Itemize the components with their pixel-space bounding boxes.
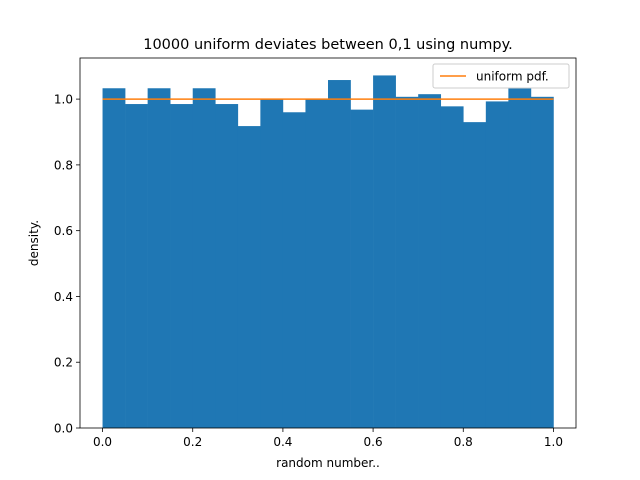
y-tick-label: 0.6 [54, 224, 73, 238]
histogram-bar [170, 104, 194, 429]
histogram-bar [192, 88, 216, 428]
y-axis-label: density. [27, 220, 41, 266]
histogram-bar [530, 96, 554, 428]
histogram-bar [282, 112, 306, 429]
histogram-bar [418, 94, 442, 428]
legend-label: uniform pdf. [476, 70, 549, 84]
histogram-bar [395, 96, 419, 428]
legend-frame [432, 63, 570, 89]
x-tick-label: 0.2 [183, 435, 202, 449]
y-tick-label: 0.2 [54, 356, 73, 370]
y-ticks-group: 0.0 0.2 0.4 0.6 0.8 1.0 [54, 93, 80, 436]
histogram-bar [147, 88, 171, 428]
histogram-bar [215, 104, 239, 429]
x-tick-label: 0.4 [273, 435, 292, 449]
legend: uniform pdf. [432, 63, 570, 89]
chart-title: 10000 uniform deviates between 0,1 using… [143, 37, 513, 53]
x-tick-label: 1.0 [544, 435, 563, 449]
histogram-bar [463, 122, 487, 428]
histogram-bar [305, 99, 329, 428]
histogram-bar [373, 75, 396, 428]
x-tick-label: 0.6 [364, 435, 383, 449]
x-tick-label: 0.8 [454, 435, 473, 449]
histogram-bar [440, 106, 464, 428]
histogram-bar [237, 126, 261, 428]
histogram-bar [508, 88, 532, 428]
histogram-bar [102, 88, 126, 428]
plot-frame [79, 57, 577, 429]
x-axis-label: random number.. [276, 456, 380, 470]
y-tick-label: 1.0 [54, 93, 73, 107]
y-tick-label: 0.0 [54, 422, 73, 436]
y-tick-label: 0.8 [54, 158, 73, 172]
axes-group [79, 57, 577, 429]
x-tick-label: 0.0 [93, 435, 112, 449]
bars-group [102, 75, 554, 429]
y-tick-label: 0.4 [54, 290, 73, 304]
histogram-bar [350, 109, 374, 428]
histogram-bar [125, 104, 148, 429]
histogram-bar [485, 101, 509, 428]
histogram-bar [328, 80, 351, 428]
histogram-bar [260, 99, 284, 428]
x-ticks-group: 0.0 0.2 0.4 0.6 0.8 1.0 [93, 428, 563, 449]
